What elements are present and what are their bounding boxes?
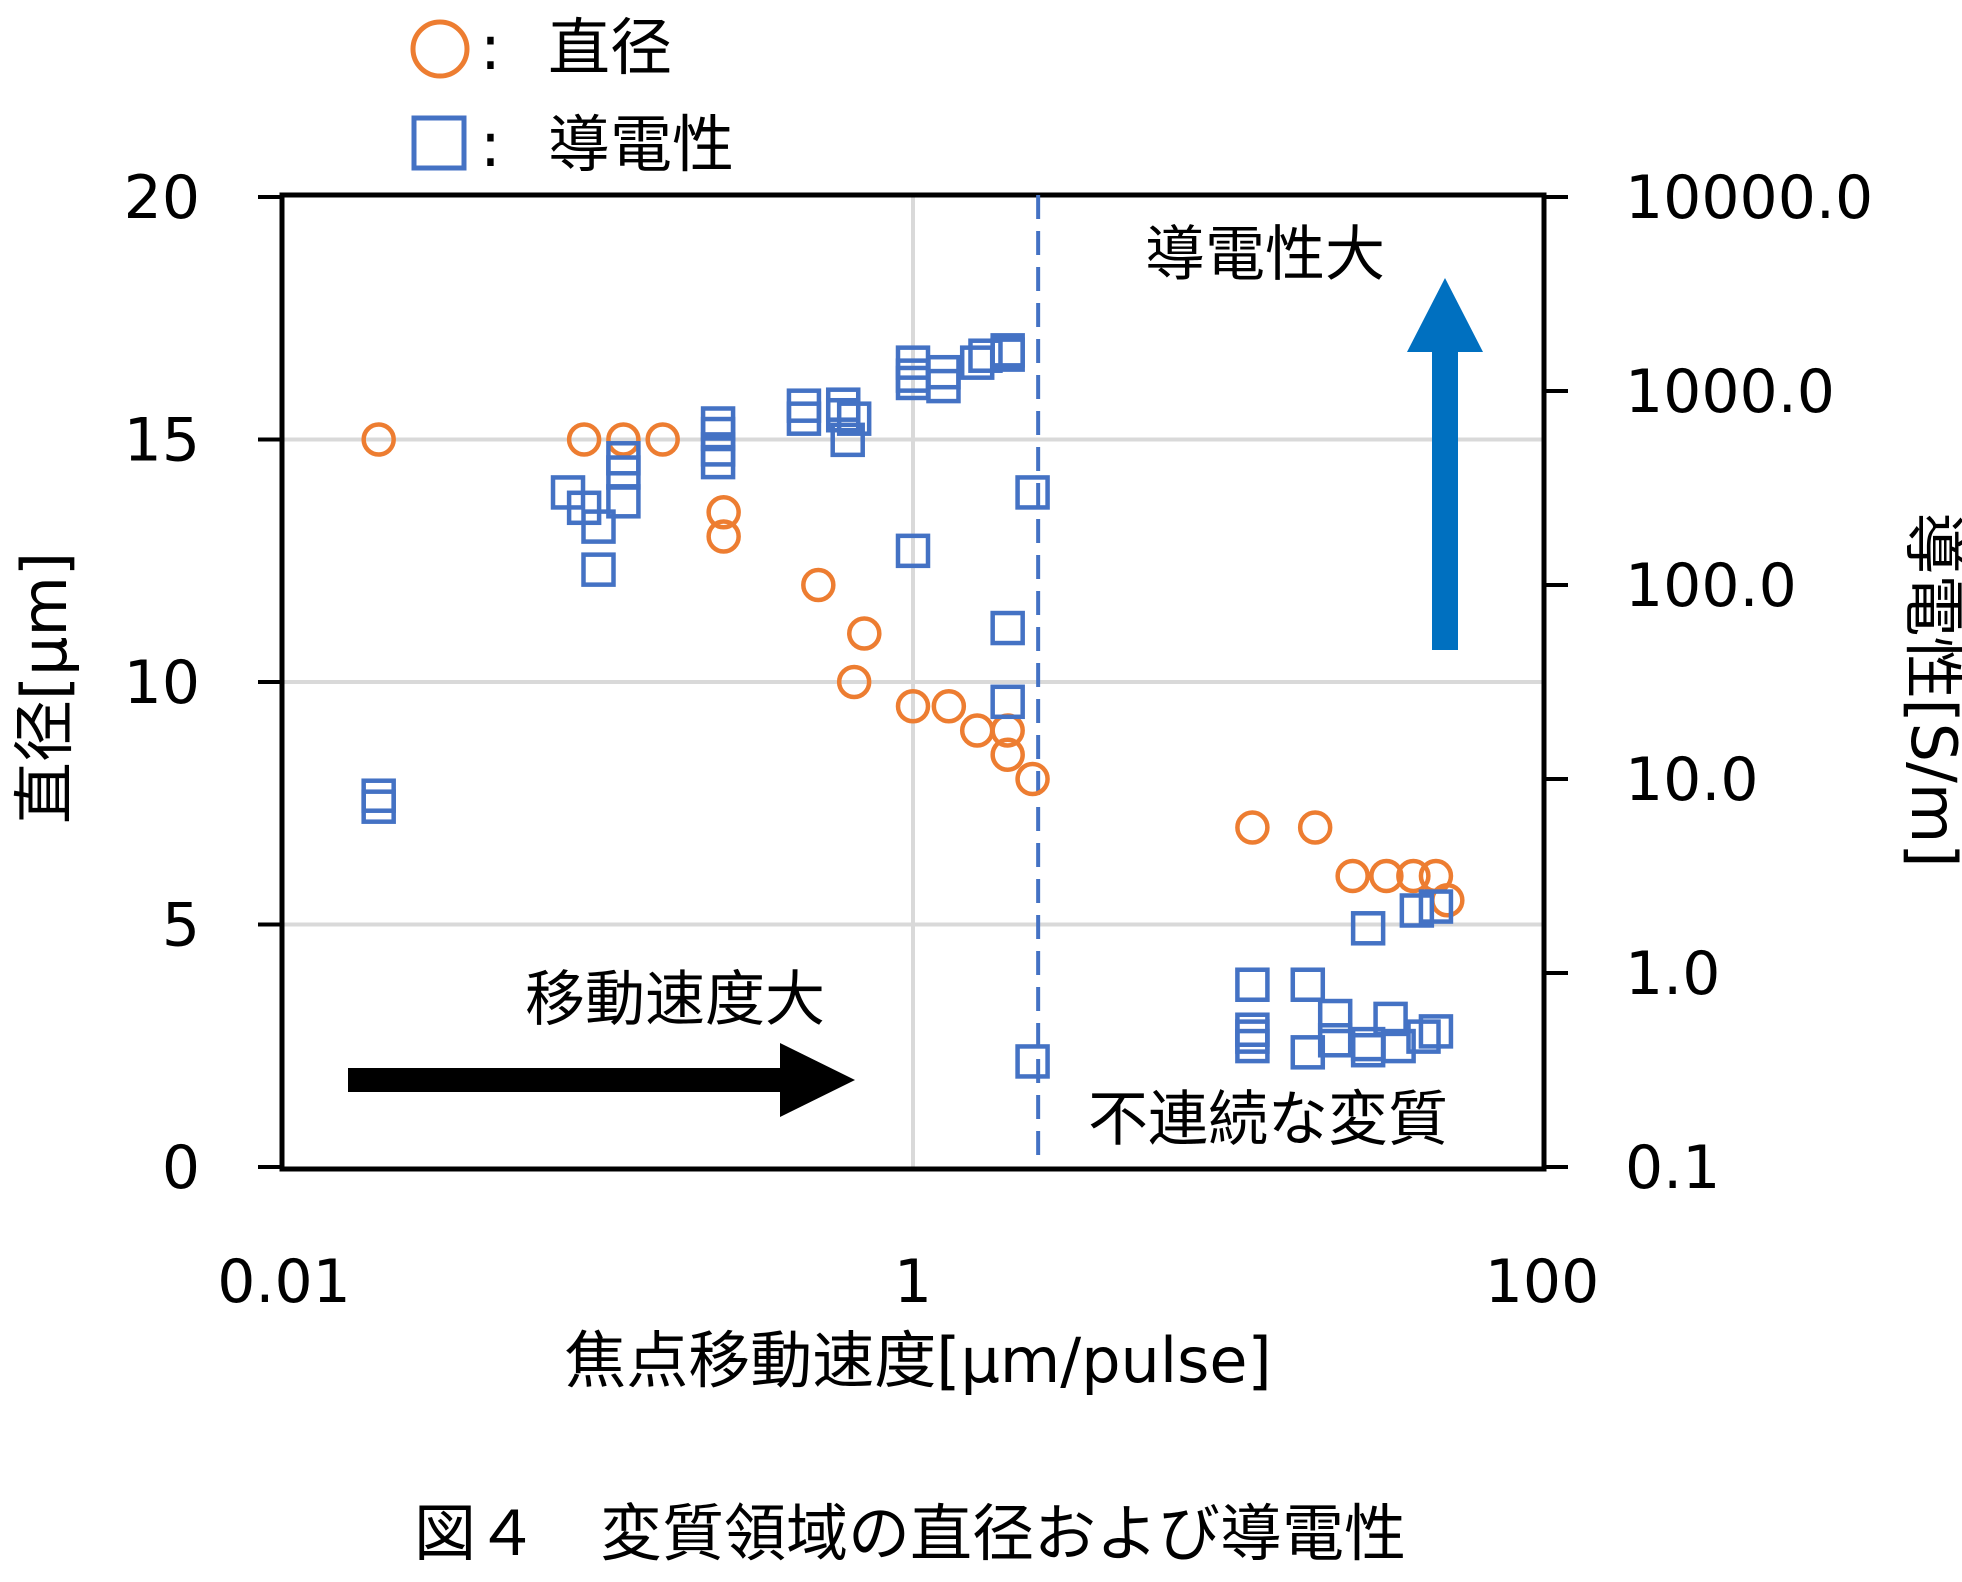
conductivity-point: [1235, 967, 1270, 1002]
diameter-point: [847, 616, 882, 651]
y-left-tick-label: 10: [124, 648, 200, 718]
conductivity-point: [1015, 475, 1050, 510]
diameter-series: [361, 422, 1465, 918]
conductivity-point: [959, 345, 995, 380]
conductivity-point: [1290, 967, 1326, 1002]
diameter-point: [836, 664, 872, 700]
conductivity-point: [1418, 889, 1454, 924]
speed-annotation: 移動速度大: [348, 965, 855, 1117]
diameter-point: [361, 422, 396, 457]
conductivity-point: [1235, 1019, 1270, 1054]
diameter-point: [931, 689, 967, 724]
diameter-point: [1235, 810, 1270, 845]
y-right-tick-label: 1.0: [1625, 939, 1720, 1009]
diameter-point: [645, 422, 680, 457]
diameter-point: [959, 713, 995, 748]
gridlines: [284, 197, 1542, 1167]
conductivity-point: [1350, 911, 1386, 946]
diameter-point: [566, 422, 602, 457]
discontinuous-label: 不連続な変質: [1088, 1085, 1448, 1155]
legend-diameter-sep: :: [480, 11, 501, 84]
x-axis-title: 焦点移動速度[μm/pulse]: [564, 1324, 1271, 1397]
conductivity-point: [700, 444, 736, 480]
conductivity-point: [1015, 1044, 1050, 1079]
conductivity-point: [895, 533, 931, 569]
diameter-point: [1396, 858, 1431, 894]
legend-conductivity-sep: :: [480, 108, 501, 181]
diameter-point: [1015, 761, 1050, 797]
y-right-tick-label: 10000.0: [1625, 163, 1873, 233]
right-arrow-icon: [780, 1043, 855, 1117]
diameter-point: [990, 737, 1025, 772]
conductivity-point: [1317, 998, 1353, 1034]
x-tick-label: 1: [894, 1247, 932, 1317]
y-right-tick-label: 100.0: [1625, 551, 1797, 621]
up-arrow-icon: [1407, 278, 1483, 352]
conductivity-point: [1373, 1001, 1408, 1037]
conductivity-point: [1406, 1019, 1441, 1054]
conductivity-point: [361, 778, 396, 813]
legend-diameter-marker: [410, 19, 470, 79]
y-left-tick-label: 20: [124, 163, 200, 233]
x-tick-label: 0.01: [217, 1247, 351, 1317]
tick-labels: 0 5 10 15 20 0.1 1.0 10.0 100.0 1000.0 10000.0 0.01…: [124, 163, 1873, 1317]
conductivity-point: [825, 397, 861, 433]
conductivity-point: [926, 368, 961, 404]
conductivity-point: [990, 610, 1025, 646]
diameter-point: [606, 422, 641, 457]
y-right-tick-label: 10.0: [1625, 745, 1759, 815]
conductivity-point: [1317, 1023, 1353, 1058]
conductivity-annotation: 導電性大: [1145, 220, 1483, 650]
conductivity-point: [581, 509, 616, 544]
conductivity-point: [1381, 1028, 1416, 1064]
legend-diameter-label: 直径: [548, 11, 672, 84]
conductivity-point: [968, 338, 1003, 373]
conductivity-point: [581, 552, 616, 587]
diameter-point: [1297, 810, 1333, 845]
diameter-point: [1369, 858, 1404, 894]
figure-caption: 図４ 変質領域の直径および導電性: [414, 1497, 1406, 1570]
conductivity-point: [361, 789, 396, 824]
diameter-point: [895, 689, 931, 724]
diameter-point: [1335, 858, 1370, 894]
y-left-tick-label: 5: [162, 891, 200, 961]
legend-conductivity-label: 導電性: [548, 108, 734, 181]
y-axis-left-title: 直径[μm]: [8, 552, 81, 824]
x-tick-label: 100: [1485, 1247, 1600, 1317]
conductivity-point: [1418, 1014, 1454, 1049]
conductivity-point: [830, 422, 865, 458]
conductivity-label: 導電性大: [1145, 220, 1385, 290]
y-right-tick-label: 0.1: [1625, 1133, 1720, 1203]
diameter-point: [801, 567, 836, 603]
y-left-tick-label: 15: [124, 406, 200, 476]
y-left-tick-label: 0: [162, 1133, 200, 1203]
conductivity-point: [990, 684, 1025, 720]
conductivity-point: [836, 401, 872, 436]
legend: : 直径 : 導電性: [410, 11, 734, 181]
diameter-point: [706, 519, 741, 554]
speed-label: 移動速度大: [525, 965, 825, 1035]
y-right-tick-label: 1000.0: [1625, 357, 1835, 427]
y-axis-right-title: 導電性[S/m]: [1897, 512, 1962, 867]
discontinuous-label-bg: [1082, 1078, 1537, 1156]
conductivity-series: [361, 333, 1454, 1079]
conductivity-point: [786, 401, 822, 436]
conductivity-point: [1399, 893, 1435, 928]
conductivity-point: [990, 333, 1025, 368]
legend-conductivity-marker: [411, 115, 467, 171]
conductivity-point: [1235, 1028, 1270, 1064]
conductivity-point: [606, 455, 641, 490]
conductivity-point: [1290, 1035, 1326, 1070]
axis-ticks: [258, 195, 1568, 1169]
diameter-point: [706, 495, 741, 530]
